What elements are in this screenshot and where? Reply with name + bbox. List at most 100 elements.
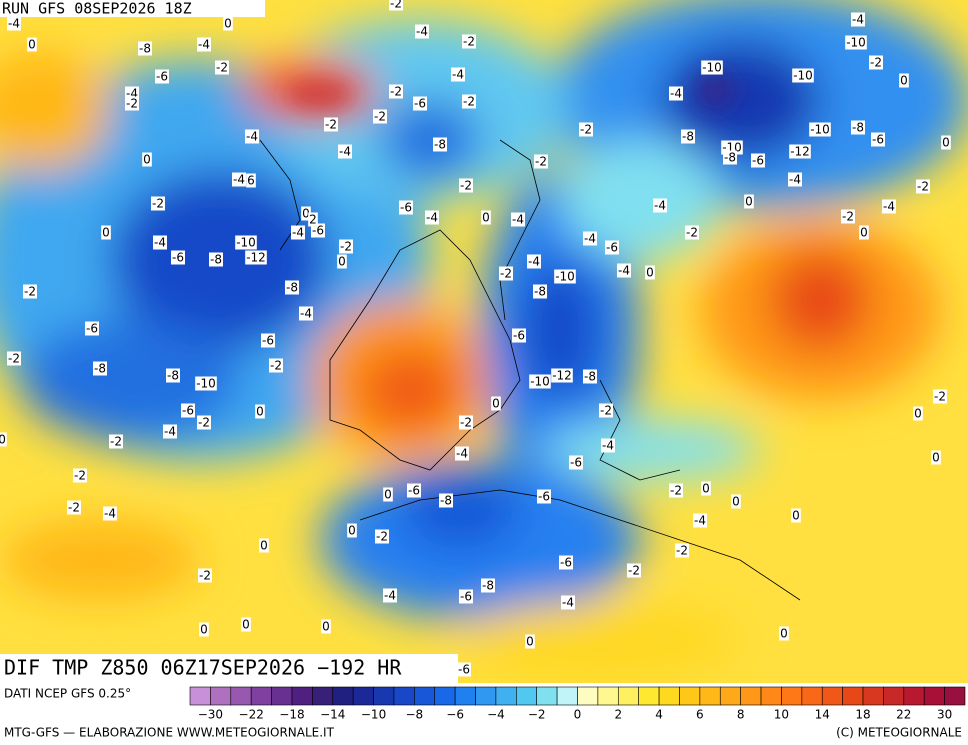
contour-label-bg — [653, 198, 667, 213]
contour-label-bg — [407, 483, 421, 498]
contour-label: -4 — [562, 596, 574, 610]
contour-label: -6 — [182, 404, 194, 418]
credit: MTG-GFS — ELABORAZIONE WWW.METEOGIORNALE… — [4, 726, 335, 740]
contour-label: -4 — [852, 13, 864, 27]
colorbar-swatch — [658, 686, 680, 706]
contour-label: -2 — [198, 416, 210, 430]
contour-label-bg — [845, 35, 867, 50]
contour-label: -6 — [460, 590, 472, 604]
contour-label: -8 — [440, 494, 452, 508]
contour-label: 0 — [745, 195, 753, 209]
contour-label-bg — [0, 432, 7, 447]
contour-label-bg — [851, 12, 865, 27]
run-label: RUN GFS 08SEP2026 18Z — [2, 0, 192, 18]
contour-label: -4 — [670, 87, 682, 101]
contour-label: -2 — [535, 155, 547, 169]
contour-label-bg — [439, 493, 453, 508]
contour-label: -2 — [110, 435, 122, 449]
colorbar-swatch — [516, 686, 538, 706]
run-box — [0, 0, 265, 17]
contour-label: 0 — [102, 226, 110, 240]
contour-label: -8 — [94, 362, 106, 376]
contour-label-bg — [675, 543, 689, 558]
contour-label: -2 — [463, 35, 475, 49]
contour-label: -6 — [458, 663, 470, 677]
contour-label-bg — [209, 252, 223, 267]
colorbar-tick-label: −14 — [320, 708, 345, 722]
contour-label-bg — [246, 173, 256, 188]
colorbar-tick-label: 14 — [815, 708, 830, 722]
contour-label-bg — [415, 24, 429, 39]
contour-label: -4 — [602, 439, 614, 453]
contour-label-bg — [791, 508, 801, 523]
contour-label: 0 — [914, 407, 922, 421]
contour-label: -6 — [872, 133, 884, 147]
colorbar-swatch — [577, 686, 599, 706]
contour-label-bg — [197, 37, 211, 52]
contour-label: -6 — [156, 70, 168, 84]
contour-label: -2 — [8, 352, 20, 366]
colorbar-swatch — [189, 686, 211, 706]
contour-label: -2 — [917, 180, 929, 194]
contour-label: -4 — [164, 425, 176, 439]
contour-label-bg — [103, 506, 117, 521]
colorbar-swatch — [903, 686, 925, 706]
contour-label-bg — [311, 223, 325, 238]
colorbar-swatch — [352, 686, 374, 706]
contour-label: -10 — [846, 36, 866, 50]
colorbar-tick-label: 2 — [614, 708, 622, 722]
contour-label: -10 — [555, 270, 575, 284]
contour-label-bg — [27, 37, 37, 52]
contour-label-bg — [869, 55, 883, 70]
contour-label: -8 — [724, 151, 736, 165]
contour-label-bg — [93, 361, 107, 376]
contour-label: -6 — [400, 201, 412, 215]
colorbar-swatch — [821, 686, 843, 706]
contour-label: -4 — [339, 145, 351, 159]
colorbar-swatch — [638, 686, 660, 706]
contour-label-bg — [451, 67, 465, 82]
contour-label-bg — [198, 568, 212, 583]
contour-label-bg — [73, 468, 87, 483]
contour-label: -2 — [24, 285, 36, 299]
contour-label: 0 — [932, 451, 940, 465]
contour-label: -4 — [292, 226, 304, 240]
colorbar-swatch — [617, 686, 639, 706]
contour-label-bg — [255, 404, 265, 419]
contour-label-bg — [525, 634, 535, 649]
contour-label-bg — [245, 250, 267, 265]
colorbar-tick-label: −22 — [239, 708, 264, 722]
contour-label: -2 — [74, 469, 86, 483]
contour-label-bg — [462, 34, 476, 49]
contour-label: 0 — [702, 482, 710, 496]
colorbar-tick-label: 22 — [896, 708, 911, 722]
contour-label: -4 — [694, 514, 706, 528]
contour-label-bg — [561, 595, 575, 610]
contour-label: -2 — [463, 95, 475, 109]
contour-label-bg — [138, 41, 152, 56]
contour-label-bg — [85, 321, 99, 336]
contour-label-bg — [301, 206, 311, 221]
contour-label: 0 — [780, 627, 788, 641]
contour-label: -6 — [408, 484, 420, 498]
contour-label: 0 — [792, 509, 800, 523]
colorbar-swatch — [781, 686, 803, 706]
colorbar: −30 −22 −18 −14 −10 −8 −6 −4 −2 0 2 4 6 8 10 14 18 22 30 — [189, 686, 966, 722]
contour-label: -4 — [384, 589, 396, 603]
contour-label: -10 — [530, 375, 550, 389]
contour-label: -4 — [528, 255, 540, 269]
contour-label: -2 — [580, 123, 592, 137]
contour-label: -4 — [426, 211, 438, 225]
contour-label-bg — [792, 68, 814, 83]
contour-label-bg — [809, 122, 831, 137]
contour-label: -2 — [374, 110, 386, 124]
contour-label-bg — [871, 132, 885, 147]
colorbar-swatch — [760, 686, 782, 706]
colorbar-tick-label: 4 — [655, 708, 663, 722]
contour-label-bg — [512, 328, 526, 343]
contour-label-bg — [537, 489, 551, 504]
contour-label: 0 — [260, 539, 268, 553]
contour-label: -2 — [460, 179, 472, 193]
contour-label: -4 — [416, 25, 428, 39]
